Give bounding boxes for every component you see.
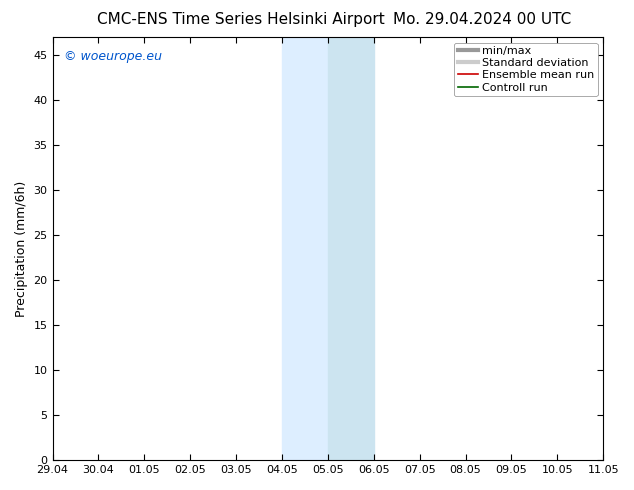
Text: CMC-ENS Time Series Helsinki Airport: CMC-ENS Time Series Helsinki Airport	[97, 12, 385, 27]
Bar	[282, 37, 328, 460]
Y-axis label: Precipitation (mm/6h): Precipitation (mm/6h)	[15, 180, 28, 317]
Text: Mo. 29.04.2024 00 UTC: Mo. 29.04.2024 00 UTC	[392, 12, 571, 27]
Bar	[328, 37, 374, 460]
Legend: min/max, Standard deviation, Ensemble mean run, Controll run: min/max, Standard deviation, Ensemble me…	[455, 43, 598, 96]
Text: © woeurope.eu: © woeurope.eu	[63, 50, 162, 63]
